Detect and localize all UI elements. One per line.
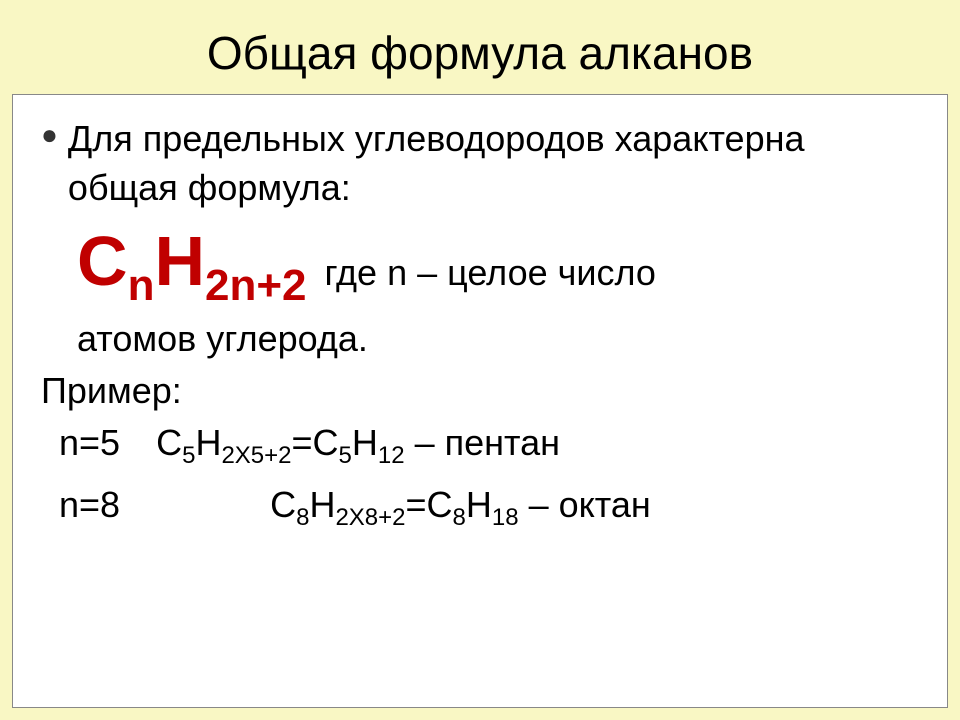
ex2-s4: 18 (492, 505, 519, 532)
ex2-n: n=8 (59, 484, 120, 525)
example-1: n=5C5H2X5+2=C5H12 – пентан (59, 422, 919, 470)
intro-text: Для предельных углеводородов характерна … (68, 115, 919, 212)
content-box: ● Для предельных углеводородов характерн… (12, 94, 948, 708)
ex1-name: – пентан (405, 422, 560, 463)
formula-sub-n: n (128, 261, 155, 310)
continuation-line: атомов углерода. (77, 318, 919, 360)
formula-description: где n – целое число (325, 252, 656, 294)
ex1-c1: C (156, 422, 182, 463)
ex2-name: – октан (519, 484, 651, 525)
intro-line: ● Для предельных углеводородов характерн… (41, 115, 919, 212)
ex2-eq: =C (406, 484, 453, 525)
ex2-s3: 8 (453, 505, 466, 532)
ex1-h1: H (195, 422, 221, 463)
ex1-s3: 5 (339, 442, 352, 469)
formula-c: C (77, 222, 128, 300)
ex1-s2: 2X5+2 (221, 442, 291, 469)
example-2: n=8C8H2X8+2=C8H18 – октан (59, 484, 919, 532)
formula-h: H (154, 222, 205, 300)
slide-title: Общая формула алканов (8, 8, 952, 94)
bullet-icon: ● (41, 115, 58, 154)
ex1-n: n=5 (59, 422, 120, 463)
ex2-h1: H (309, 484, 335, 525)
ex2-c1: C (270, 484, 296, 525)
formula-sub-2n2: 2n+2 (205, 261, 307, 310)
slide-container: Общая формула алканов ● Для предельных у… (8, 8, 952, 712)
general-formula: CnH2n+2 (77, 226, 307, 308)
ex2-s2: 2X8+2 (335, 505, 405, 532)
ex1-h2: H (352, 422, 378, 463)
ex1-s1: 5 (182, 442, 195, 469)
ex2-s1: 8 (296, 505, 309, 532)
example-label: Пример: (41, 370, 919, 412)
ex1-eq: =C (292, 422, 339, 463)
formula-line: CnH2n+2 где n – целое число (77, 226, 919, 308)
ex2-h2: H (466, 484, 492, 525)
ex1-s4: 12 (378, 442, 405, 469)
